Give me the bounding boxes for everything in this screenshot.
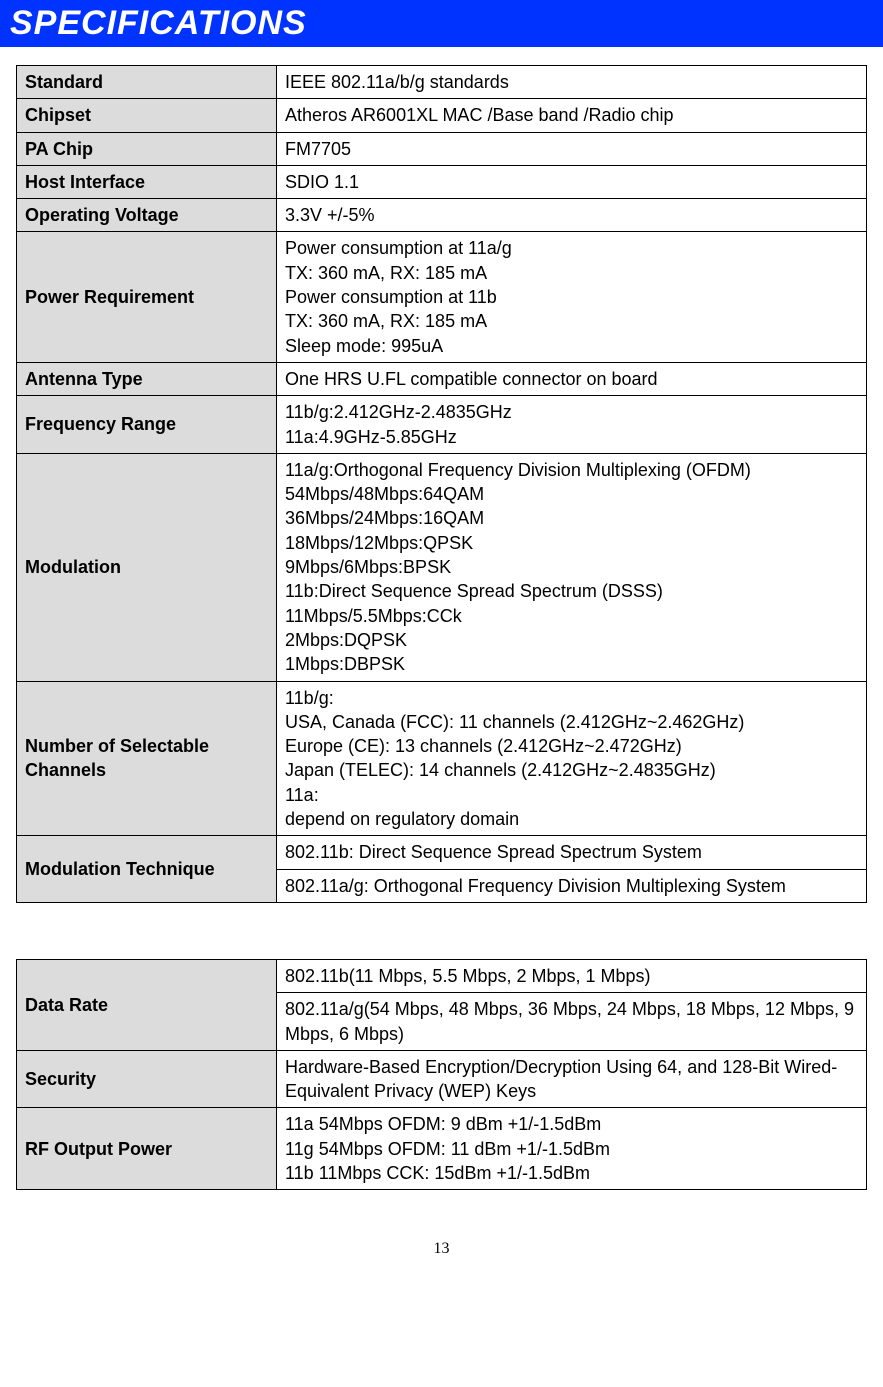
spec-value: 802.11a/g(54 Mbps, 48 Mbps, 36 Mbps, 24 … <box>277 993 867 1051</box>
table-row: StandardIEEE 802.11a/b/g standards <box>17 66 867 99</box>
spec-value: 3.3V +/-5% <box>277 199 867 232</box>
spec-value: 11a 54Mbps OFDM: 9 dBm +1/-1.5dBm11g 54M… <box>277 1108 867 1190</box>
table-row: Power RequirementPower consumption at 11… <box>17 232 867 362</box>
spec-label: RF Output Power <box>17 1108 277 1190</box>
spec-label: Operating Voltage <box>17 199 277 232</box>
table-row: Host InterfaceSDIO 1.1 <box>17 165 867 198</box>
spec-table-2: Data Rate802.11b(11 Mbps, 5.5 Mbps, 2 Mb… <box>16 959 867 1190</box>
spec-value: 802.11b: Direct Sequence Spread Spectrum… <box>277 836 867 869</box>
table-row: RF Output Power11a 54Mbps OFDM: 9 dBm +1… <box>17 1108 867 1190</box>
table-row: Modulation11a/g:Orthogonal Frequency Div… <box>17 453 867 681</box>
spec-label: Modulation <box>17 453 277 681</box>
content-area: StandardIEEE 802.11a/b/g standardsChipse… <box>0 47 883 1200</box>
spec-value: IEEE 802.11a/b/g standards <box>277 66 867 99</box>
table-row: ChipsetAtheros AR6001XL MAC /Base band /… <box>17 99 867 132</box>
table-gap <box>16 903 867 959</box>
spec-value: 11a/g:Orthogonal Frequency Division Mult… <box>277 453 867 681</box>
table-row: SecurityHardware-Based Encryption/Decryp… <box>17 1050 867 1108</box>
spec-label: Standard <box>17 66 277 99</box>
spec-table-1: StandardIEEE 802.11a/b/g standardsChipse… <box>16 65 867 903</box>
spec-value: 11b/g:USA, Canada (FCC): 11 channels (2.… <box>277 681 867 836</box>
spec-label: Modulation Technique <box>17 836 277 903</box>
spec-value: 802.11a/g: Orthogonal Frequency Division… <box>277 869 867 902</box>
spec-value: FM7705 <box>277 132 867 165</box>
page-number: 13 <box>0 1240 883 1268</box>
table-row: Modulation Technique802.11b: Direct Sequ… <box>17 836 867 869</box>
table-row: Number of Selectable Channels11b/g:USA, … <box>17 681 867 836</box>
table-row: PA ChipFM7705 <box>17 132 867 165</box>
spec-value: One HRS U.FL compatible connector on boa… <box>277 362 867 395</box>
spec-value: 11b/g:2.412GHz-2.4835GHz11a:4.9GHz-5.85G… <box>277 396 867 454</box>
table-row: Data Rate802.11b(11 Mbps, 5.5 Mbps, 2 Mb… <box>17 959 867 992</box>
spec-value: SDIO 1.1 <box>277 165 867 198</box>
spec-value: Power consumption at 11a/gTX: 360 mA, RX… <box>277 232 867 362</box>
table-row: Operating Voltage3.3V +/-5% <box>17 199 867 232</box>
spec-label: Frequency Range <box>17 396 277 454</box>
spec-label: PA Chip <box>17 132 277 165</box>
spec-label: Security <box>17 1050 277 1108</box>
spec-label: Host Interface <box>17 165 277 198</box>
spec-label: Number of Selectable Channels <box>17 681 277 836</box>
spec-label: Antenna Type <box>17 362 277 395</box>
spec-label: Chipset <box>17 99 277 132</box>
table-row: Antenna TypeOne HRS U.FL compatible conn… <box>17 362 867 395</box>
spec-value: Atheros AR6001XL MAC /Base band /Radio c… <box>277 99 867 132</box>
spec-label: Data Rate <box>17 959 277 1050</box>
spec-value: 802.11b(11 Mbps, 5.5 Mbps, 2 Mbps, 1 Mbp… <box>277 959 867 992</box>
spec-label: Power Requirement <box>17 232 277 362</box>
page-header: SPECIFICATIONS <box>0 0 883 47</box>
table-row: Frequency Range11b/g:2.412GHz-2.4835GHz1… <box>17 396 867 454</box>
spec-value: Hardware-Based Encryption/Decryption Usi… <box>277 1050 867 1108</box>
page-title: SPECIFICATIONS <box>10 4 307 42</box>
